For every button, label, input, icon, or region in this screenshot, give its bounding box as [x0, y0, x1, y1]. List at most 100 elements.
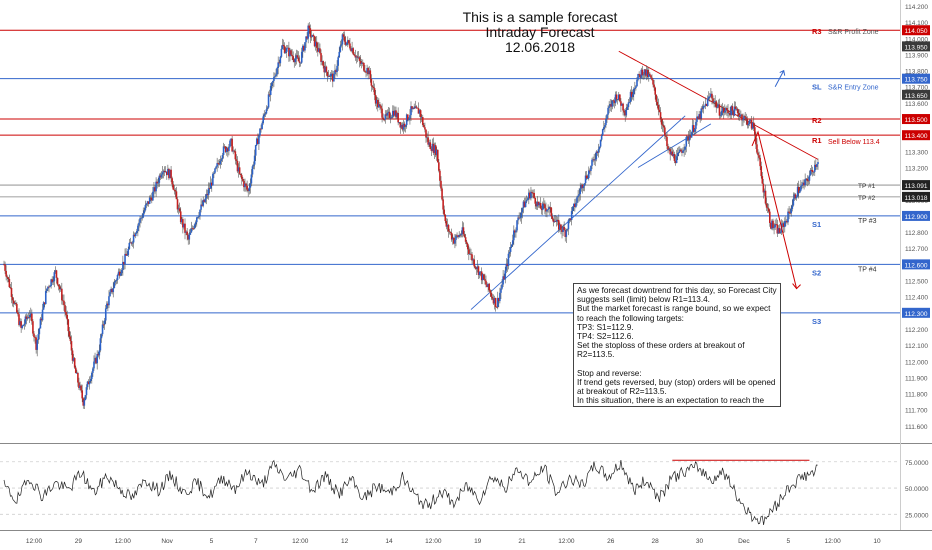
candle-body [496, 298, 499, 308]
candle-body [66, 314, 68, 320]
candle-body [641, 69, 644, 76]
candle-body [191, 228, 194, 230]
price-axis-tick-label: 112.500 [905, 279, 928, 286]
candle-body [766, 207, 769, 209]
candle-body [365, 71, 367, 73]
candle-body [746, 118, 749, 126]
candle-body [491, 296, 494, 299]
candle-body [170, 169, 172, 179]
oscillator-axis-tick-label: 75.0000 [905, 460, 929, 467]
candle-body [399, 122, 402, 128]
candle-body [227, 148, 229, 152]
candle-body [638, 73, 640, 75]
candle-body [408, 118, 410, 121]
candle-body [22, 325, 25, 327]
candle-body [459, 234, 462, 236]
candle-body [21, 325, 24, 328]
candle-body [5, 270, 7, 277]
candle-body [398, 122, 401, 123]
candle-body [354, 55, 357, 58]
candle-body [809, 169, 812, 176]
candle-body [366, 68, 368, 73]
candle-body [464, 237, 467, 242]
candle-body [236, 160, 239, 172]
candle-body [329, 73, 332, 77]
time-axis-tick-label: 10 [873, 538, 881, 545]
candle-body [336, 65, 338, 73]
candle-body [243, 180, 245, 188]
candle-body [385, 114, 388, 116]
candle-body [815, 164, 817, 167]
candle-body [492, 298, 495, 304]
candle-body [805, 178, 808, 180]
candle-body [7, 277, 10, 279]
candle-body [587, 170, 590, 179]
candle-body [250, 174, 253, 184]
candle-body [734, 106, 737, 109]
candle-body [653, 84, 655, 88]
candle-body [290, 50, 292, 55]
time-axis-tick-label: 12 [341, 538, 349, 545]
candle-body [143, 210, 146, 214]
candle-body [118, 271, 121, 276]
time-axis-tick-label: 12:00 [115, 538, 132, 545]
candle-body [758, 155, 760, 158]
level-price-tag-text: 113.750 [904, 77, 927, 84]
candle-body [222, 146, 225, 156]
candle-body [580, 184, 583, 189]
candle-body [223, 146, 226, 148]
candle-body [787, 211, 789, 223]
level-name-label: R2 [812, 116, 822, 125]
candle-body [294, 58, 297, 63]
time-axis-tick-label: 19 [474, 538, 482, 545]
candle-body [456, 235, 458, 237]
candle-body [185, 231, 187, 233]
candle-body [669, 149, 671, 155]
candle-body [737, 113, 740, 117]
candle-body [49, 286, 51, 288]
candle-body [565, 230, 568, 237]
candle-body [162, 170, 165, 173]
candle-body [531, 191, 533, 193]
time-axis-tick-label: 7 [254, 538, 258, 545]
candle-body [462, 227, 465, 235]
candle-body [8, 278, 11, 288]
candle-body [9, 287, 12, 289]
candle-body [68, 331, 71, 337]
candle-body [434, 145, 437, 156]
candle-body [716, 106, 719, 108]
candle-body [511, 240, 514, 245]
candle-body [458, 234, 460, 237]
candle-body [425, 129, 427, 138]
candle-body [208, 188, 211, 190]
candle-body [216, 163, 218, 167]
candle-body [95, 357, 97, 364]
candle-body [596, 151, 599, 153]
candle-body [686, 136, 689, 138]
candle-body [32, 321, 34, 334]
candle-body [474, 266, 477, 268]
candle-body [173, 189, 176, 191]
candle-body [755, 134, 757, 145]
candle-body [466, 243, 469, 250]
trendline [637, 123, 712, 168]
candle-body [545, 208, 547, 212]
level-name-label: R3 [812, 27, 822, 36]
candle-body [141, 217, 143, 219]
candle-body [516, 220, 518, 231]
candle-body [538, 203, 541, 206]
candle-body [480, 271, 483, 281]
candle-body [750, 120, 753, 129]
candle-body [369, 70, 372, 79]
candle-body [675, 156, 678, 164]
candle-body [130, 242, 133, 244]
candle-body [463, 234, 466, 238]
candle-body [309, 28, 312, 37]
candle-body [367, 68, 369, 75]
level-price-tag [902, 307, 930, 318]
candle-body [436, 149, 439, 163]
candle-body [643, 69, 646, 75]
level-price-tag-text: 112.900 [904, 214, 927, 221]
candle-body [701, 108, 704, 110]
candle-body [649, 73, 651, 76]
